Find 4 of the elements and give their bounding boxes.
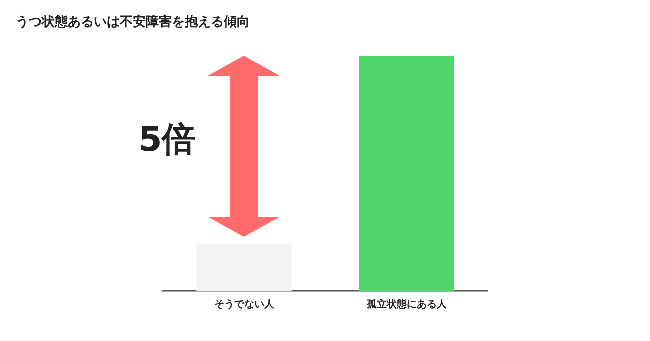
x-tick-label: そうでない人 bbox=[214, 298, 276, 311]
x-tick-label: 孤立状態にある人 bbox=[366, 298, 448, 311]
annotation: 5倍 bbox=[138, 118, 196, 162]
chart-title: うつ状態あるいは不安障害を抱える傾向 bbox=[16, 14, 250, 31]
